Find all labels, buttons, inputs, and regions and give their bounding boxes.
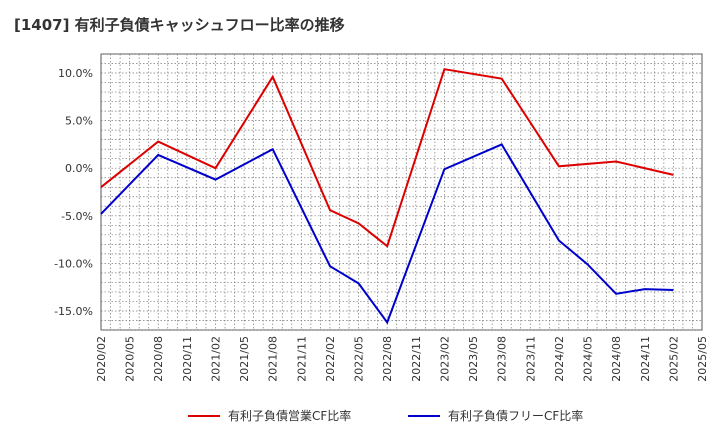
- x-tick-label: 2023/11: [524, 336, 537, 382]
- x-tick-label: 2021/02: [209, 336, 222, 382]
- y-tick-label: 5.0%: [65, 115, 93, 128]
- legend: 有利子負債営業CF比率 有利子負債フリーCF比率: [188, 408, 583, 423]
- x-tick-label: 2022/05: [353, 336, 366, 382]
- series-layer: [100, 68, 674, 325]
- x-tick-label: 2020/11: [181, 336, 194, 382]
- x-tick-label: 2024/02: [553, 336, 566, 382]
- y-axis: 10.0% 5.0% 0.0% -5.0% -10.0% -15.0%: [54, 67, 93, 318]
- x-tick-label: 2024/08: [610, 336, 623, 382]
- x-tick-label: 2020/05: [124, 336, 137, 382]
- x-tick-label: 2022/08: [381, 336, 394, 382]
- legend-label: 有利子負債フリーCF比率: [448, 408, 583, 423]
- x-tick-label: 2021/08: [267, 336, 280, 382]
- x-tick-label: 2023/02: [438, 336, 451, 382]
- x-tick-label: 2024/05: [582, 336, 595, 382]
- y-tick-label: -5.0%: [61, 210, 93, 223]
- y-tick-label: -10.0%: [54, 257, 93, 270]
- x-tick-label: 2022/02: [324, 336, 337, 382]
- series-line-1: [100, 68, 674, 248]
- y-tick-label: -15.0%: [54, 305, 93, 318]
- x-tick-label: 2021/05: [238, 336, 251, 382]
- legend-label: 有利子負債営業CF比率: [228, 408, 351, 423]
- x-tick-label: 2024/11: [639, 336, 652, 382]
- y-tick-label: 10.0%: [58, 67, 93, 80]
- series-line-2: [100, 143, 674, 325]
- x-tick-label: 2022/11: [410, 336, 423, 382]
- chart-title: [1407] 有利子負債キャッシュフロー比率の推移: [14, 16, 345, 34]
- x-axis: 2020/02 2020/05 2020/08 2020/11 2021/02 2021/…: [95, 336, 709, 382]
- x-tick-label: 2023/08: [496, 336, 509, 382]
- x-tick-label: 2025/05: [696, 336, 709, 382]
- x-tick-label: 2020/08: [152, 336, 165, 382]
- x-tick-label: 2025/02: [667, 336, 680, 382]
- x-tick-label: 2021/11: [295, 336, 308, 382]
- grid: [101, 53, 702, 331]
- x-tick-label: 2023/05: [467, 336, 480, 382]
- y-tick-label: 0.0%: [65, 162, 93, 175]
- x-tick-label: 2020/02: [95, 336, 108, 382]
